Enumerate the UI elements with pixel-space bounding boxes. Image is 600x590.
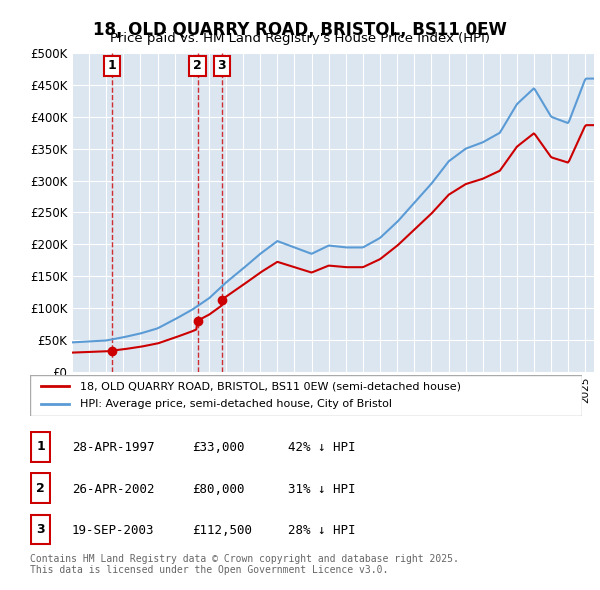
Text: 28% ↓ HPI: 28% ↓ HPI bbox=[288, 524, 355, 537]
Text: £112,500: £112,500 bbox=[192, 524, 252, 537]
Text: 1: 1 bbox=[107, 60, 116, 73]
Text: 3: 3 bbox=[217, 60, 226, 73]
Text: £33,000: £33,000 bbox=[192, 441, 245, 454]
FancyBboxPatch shape bbox=[30, 375, 582, 416]
Text: 19-SEP-2003: 19-SEP-2003 bbox=[72, 524, 155, 537]
Text: 42% ↓ HPI: 42% ↓ HPI bbox=[288, 441, 355, 454]
Text: 26-APR-2002: 26-APR-2002 bbox=[72, 483, 155, 496]
Text: 18, OLD QUARRY ROAD, BRISTOL, BS11 0EW: 18, OLD QUARRY ROAD, BRISTOL, BS11 0EW bbox=[93, 21, 507, 39]
Text: 2: 2 bbox=[36, 481, 45, 494]
Text: HPI: Average price, semi-detached house, City of Bristol: HPI: Average price, semi-detached house,… bbox=[80, 399, 392, 409]
Text: 3: 3 bbox=[36, 523, 45, 536]
Text: Contains HM Land Registry data © Crown copyright and database right 2025.
This d: Contains HM Land Registry data © Crown c… bbox=[30, 553, 459, 575]
Text: 18, OLD QUARRY ROAD, BRISTOL, BS11 0EW (semi-detached house): 18, OLD QUARRY ROAD, BRISTOL, BS11 0EW (… bbox=[80, 381, 461, 391]
Text: Price paid vs. HM Land Registry's House Price Index (HPI): Price paid vs. HM Land Registry's House … bbox=[110, 32, 490, 45]
FancyBboxPatch shape bbox=[31, 474, 50, 503]
Text: 1: 1 bbox=[36, 440, 45, 453]
Text: 31% ↓ HPI: 31% ↓ HPI bbox=[288, 483, 355, 496]
Text: £80,000: £80,000 bbox=[192, 483, 245, 496]
Text: 2: 2 bbox=[193, 60, 202, 73]
FancyBboxPatch shape bbox=[31, 432, 50, 461]
Text: 28-APR-1997: 28-APR-1997 bbox=[72, 441, 155, 454]
FancyBboxPatch shape bbox=[31, 515, 50, 544]
